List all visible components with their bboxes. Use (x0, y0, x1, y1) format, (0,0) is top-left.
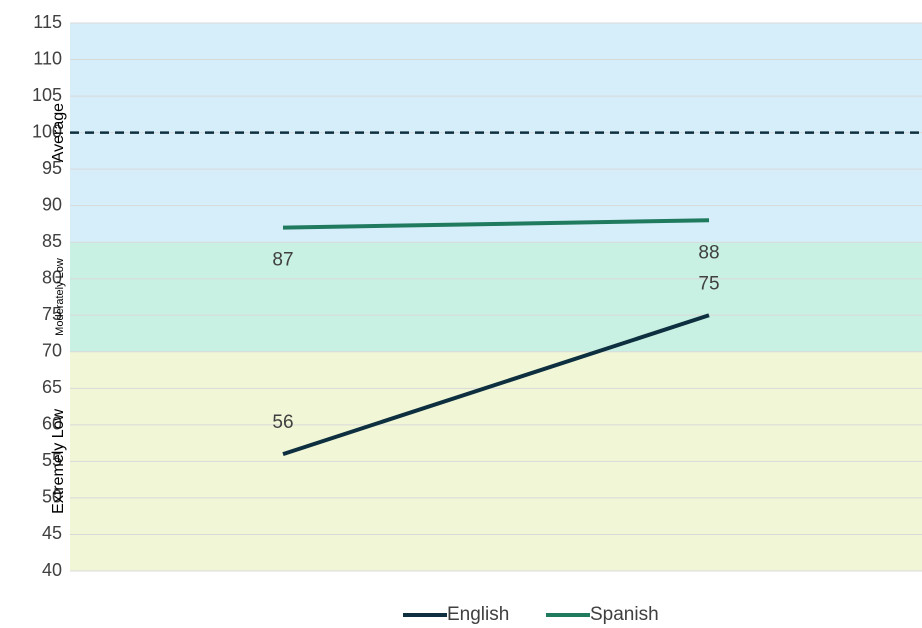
y-tick-label: 55 (42, 450, 62, 470)
band-label: Average (50, 103, 67, 162)
y-tick-label: 110 (33, 48, 62, 68)
y-tick-label: 65 (42, 377, 62, 397)
y-tick-label: 100 (32, 121, 62, 141)
band-label: Moderately Low (54, 258, 66, 336)
y-tick-label: 95 (42, 158, 62, 178)
data-label: 56 (272, 412, 293, 433)
legend-label: Spanish (590, 604, 659, 625)
y-tick-label: 50 (42, 487, 62, 507)
y-tick-label: 60 (42, 414, 62, 434)
data-label: 87 (272, 250, 293, 271)
y-tick-label: 90 (42, 194, 62, 214)
band (70, 242, 922, 352)
band-label: Extremely Low (50, 408, 67, 513)
y-tick-label: 105 (32, 85, 62, 105)
y-tick-label: 75 (42, 304, 62, 324)
line-series (282, 313, 710, 456)
data-label: 88 (698, 242, 719, 263)
y-tick-label: 45 (42, 523, 62, 543)
data-label: 75 (698, 273, 719, 294)
y-tick-label: 80 (42, 267, 62, 287)
line-series (282, 218, 710, 230)
y-tick-label: 70 (42, 341, 62, 361)
y-tick-label: 40 (42, 560, 62, 580)
legend-label: English (447, 604, 509, 625)
y-tick-label: 115 (33, 12, 62, 32)
y-tick-label: 85 (42, 231, 62, 251)
